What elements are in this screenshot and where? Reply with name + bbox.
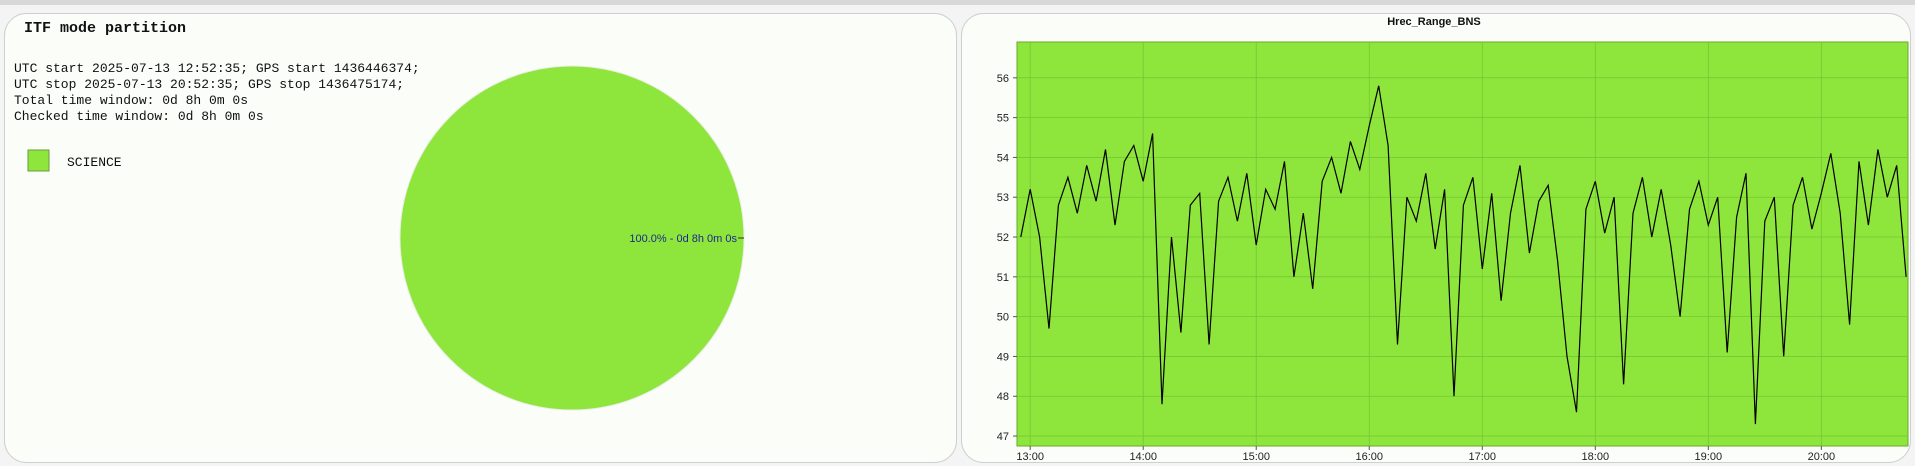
info-line: UTC stop 2025-07-13 20:52:35; GPS stop 1… [14,77,404,92]
info-line: Checked time window: 0d 8h 0m 0s [14,109,264,124]
plot-area [1016,41,1909,447]
y-tick-label: 53 [997,192,1009,204]
slice-label: 100.0% - 0d 8h 0m 0s [629,233,737,245]
x-tick-label: 14:00 [1129,451,1157,463]
x-tick-label: 13:00 [1016,451,1044,463]
info-line: UTC start 2025-07-13 12:52:35; GPS start… [14,61,420,76]
info-line: Total time window: 0d 8h 0m 0s [14,93,248,108]
x-tick-label: 18:00 [1582,451,1610,463]
x-tick-label: 15:00 [1242,451,1270,463]
panel-title: ITF mode partition [24,20,186,37]
y-tick-label: 52 [997,232,1009,244]
y-tick-label: 50 [997,312,1009,324]
legend-label: SCIENCE [67,155,122,170]
y-tick-label: 56 [997,73,1009,85]
y-tick-label: 48 [997,391,1009,403]
x-tick-label: 16:00 [1355,451,1383,463]
y-tick-label: 47 [997,431,1009,443]
data-line [1020,85,1907,425]
y-tick-label: 49 [997,351,1009,363]
chart-title: Hrec_Range_BNS [1387,16,1481,28]
legend-swatch [27,149,50,172]
y-tick-label: 54 [997,152,1009,164]
top-bar [0,0,1915,5]
x-tick-label: 20:00 [1808,451,1836,463]
x-tick-label: 19:00 [1695,451,1723,463]
y-tick-label: 51 [997,272,1009,284]
x-tick-label: 17:00 [1469,451,1497,463]
y-tick-label: 55 [997,113,1009,125]
